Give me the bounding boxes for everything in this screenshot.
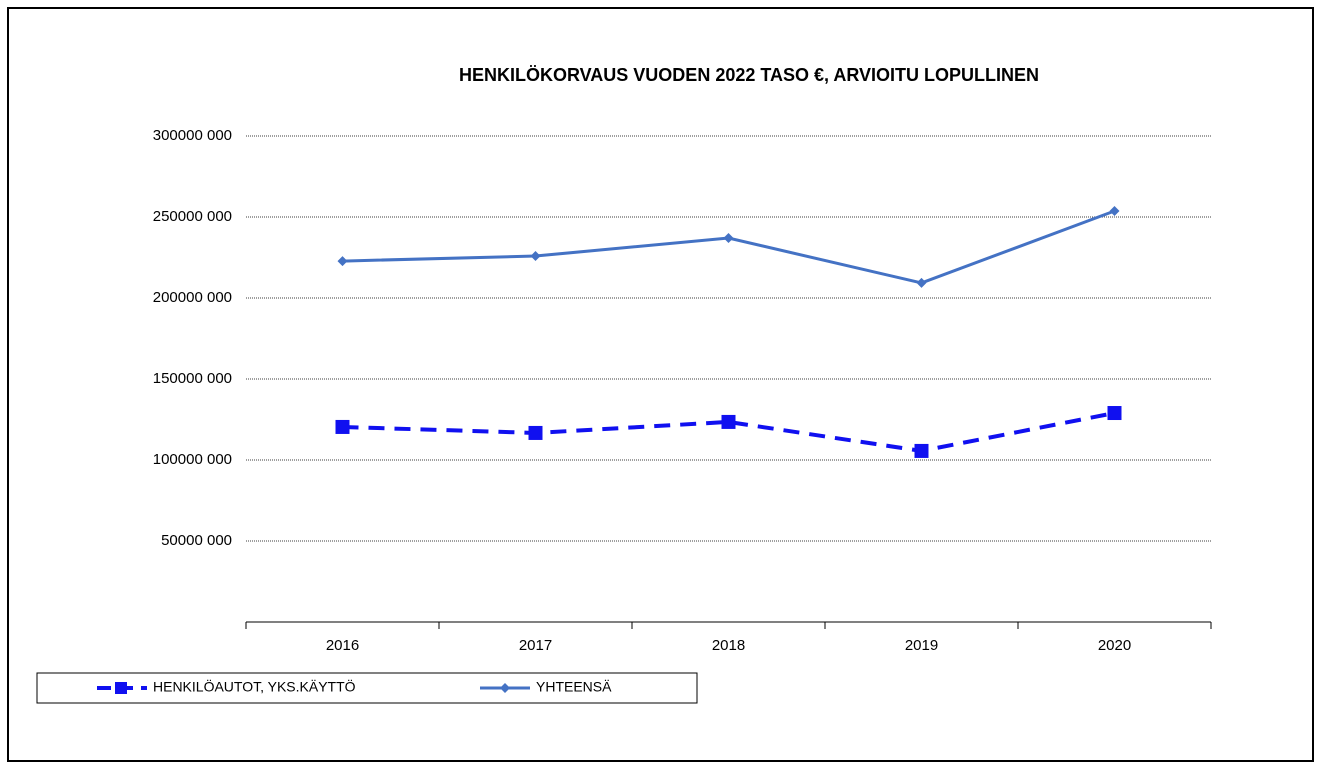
marker (335, 419, 350, 434)
marker (528, 425, 543, 440)
legend-marker (500, 683, 510, 693)
y-tick-label: 150000 000 (153, 370, 232, 387)
legend-marker (115, 682, 127, 694)
x-tick-label: 2017 (519, 637, 552, 654)
chart-border (7, 7, 1314, 762)
chart-title: HENKILÖKORVAUS VUODEN 2022 TASO €, ARVIO… (459, 65, 1039, 85)
legend-label: YHTEENSÄ (536, 679, 612, 695)
y-tick-label: 100000 000 (153, 451, 232, 468)
x-tick-label: 2019 (905, 637, 938, 654)
y-tick-label: 200000 000 (153, 289, 232, 306)
x-tick-label: 2016 (326, 637, 359, 654)
marker (916, 277, 927, 288)
y-tick-label: 300000 000 (153, 127, 232, 144)
marker (1109, 206, 1120, 217)
marker (1107, 406, 1122, 421)
marker (723, 233, 734, 244)
legend-box (36, 672, 698, 704)
y-tick-label: 50000 000 (161, 532, 232, 549)
x-tick-label: 2018 (712, 637, 745, 654)
x-tick-label: 2020 (1098, 637, 1131, 654)
marker (530, 251, 541, 262)
marker (337, 256, 348, 267)
marker (721, 414, 736, 429)
marker (914, 443, 929, 458)
legend-label: HENKILÖAUTOT, YKS.KÄYTTÖ (153, 678, 356, 695)
y-tick-label: 250000 000 (153, 208, 232, 225)
